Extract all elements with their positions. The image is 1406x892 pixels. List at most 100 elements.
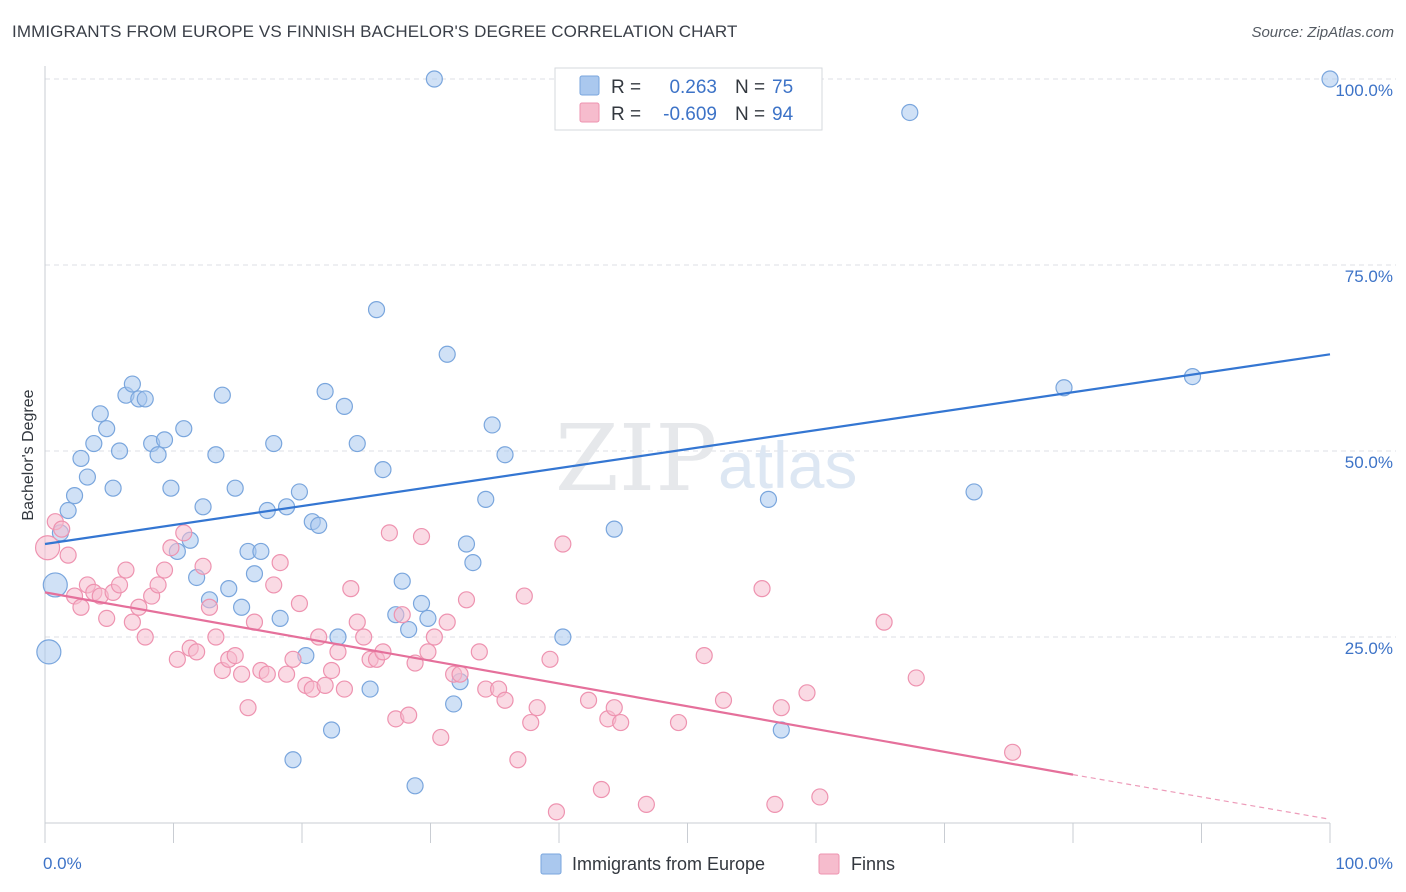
point-immigrants-from-europe [91, 405, 109, 423]
point-finns [200, 598, 219, 616]
point-finns [123, 613, 141, 631]
point-immigrants-from-europe [78, 468, 97, 486]
point-immigrants-from-europe [36, 639, 62, 665]
point-finns [425, 628, 443, 646]
point-immigrants-from-europe [406, 777, 424, 795]
point-finns [393, 606, 411, 624]
point-finns [284, 650, 302, 668]
point-immigrants-from-europe [136, 390, 154, 408]
tick-labels: 25.0% 50.0% 75.0% 100.0% 0.0% 100.0% [43, 81, 1393, 873]
trend-line-immigrants-from-europe [44, 353, 1331, 546]
point-immigrants-from-europe [207, 446, 225, 464]
y-tick-label: 100.0% [1335, 81, 1393, 100]
point-immigrants-from-europe [213, 386, 231, 404]
legend-n-label-pink: N = [735, 104, 765, 125]
point-finns [34, 535, 61, 561]
point-immigrants-from-europe [284, 751, 302, 769]
point-immigrants-from-europe [759, 490, 778, 508]
point-finns [233, 665, 251, 683]
series-legend-label-pink: Finns [851, 854, 895, 874]
point-immigrants-from-europe [265, 434, 283, 453]
legend-swatch-pink [579, 102, 600, 123]
legend-n-label-blue: N = [735, 77, 765, 98]
legend-r-label-pink: R = [611, 104, 641, 125]
point-immigrants-from-europe [554, 628, 572, 646]
point-finns [149, 576, 167, 594]
point-immigrants-from-europe [464, 553, 482, 572]
point-immigrants-from-europe [445, 695, 463, 713]
point-finns [335, 680, 354, 698]
legend-r-label-blue: R = [611, 77, 641, 98]
point-immigrants-from-europe [42, 572, 68, 598]
point-immigrants-from-europe [149, 446, 167, 464]
point-immigrants-from-europe [400, 620, 418, 639]
point-finns [522, 713, 540, 732]
x-tick-label: 0.0% [43, 854, 82, 873]
series-legend-swatch-pink [818, 853, 840, 875]
point-immigrants-from-europe [271, 609, 289, 628]
trend-lines [44, 353, 1331, 820]
point-immigrants-from-europe [110, 442, 129, 460]
point-finns [136, 628, 154, 646]
point-finns [432, 728, 450, 747]
point-finns [509, 751, 527, 769]
watermark-zip: ZIP [555, 405, 717, 512]
point-finns [1004, 743, 1022, 761]
point-finns [322, 661, 341, 680]
point-finns [155, 561, 174, 579]
point-finns [400, 706, 418, 724]
point-immigrants-from-europe [425, 70, 443, 88]
point-finns [316, 676, 334, 694]
trend-line-finns-extension [1072, 774, 1331, 820]
point-immigrants-from-europe [155, 431, 174, 449]
trend-line-finns [44, 591, 1074, 776]
point-immigrants-from-europe [98, 420, 116, 438]
point-finns [457, 591, 476, 609]
point-finns [380, 524, 398, 542]
point-immigrants-from-europe [59, 501, 77, 520]
x-tick-label: 100.0% [1335, 854, 1393, 873]
point-immigrants-from-europe [965, 483, 983, 501]
point-immigrants-from-europe [322, 721, 341, 739]
point-immigrants-from-europe [175, 420, 193, 438]
point-immigrants-from-europe [335, 397, 354, 415]
point-finns [412, 527, 431, 546]
axes [44, 66, 1331, 843]
point-finns [258, 665, 276, 683]
legend-n-value-blue: 75 [772, 77, 793, 98]
point-finns [110, 576, 129, 594]
point-finns [226, 646, 244, 665]
point-finns [271, 553, 289, 572]
y-axis-title: Bachelor's Degree [20, 389, 37, 520]
legend-n-value-pink: 94 [772, 104, 794, 125]
point-finns [669, 713, 688, 732]
point-finns [496, 691, 514, 709]
point-finns [612, 713, 630, 732]
point-immigrants-from-europe [483, 416, 501, 434]
source-credit: Source: ZipAtlas.com [1251, 24, 1394, 41]
point-finns [162, 539, 180, 557]
point-finns [766, 795, 784, 814]
point-finns [541, 650, 559, 668]
series-legend: Immigrants from Europe Finns [540, 853, 895, 875]
point-immigrants-from-europe [1055, 379, 1073, 397]
point-finns [53, 520, 71, 538]
point-finns [355, 628, 373, 646]
watermark: ZIP atlas [555, 405, 857, 512]
point-immigrants-from-europe [496, 446, 514, 464]
point-immigrants-from-europe [65, 487, 84, 505]
point-immigrants-from-europe [316, 382, 334, 401]
point-immigrants-from-europe [361, 680, 379, 698]
point-finns [277, 665, 296, 683]
point-finns [875, 613, 893, 631]
point-finns [239, 699, 257, 717]
point-finns [714, 691, 733, 709]
watermark-atlas: atlas [718, 428, 857, 502]
point-immigrants-from-europe [605, 520, 623, 538]
point-finns [554, 535, 572, 553]
point-immigrants-from-europe [348, 434, 366, 453]
point-immigrants-from-europe [290, 483, 309, 501]
point-finns [98, 609, 116, 628]
point-immigrants-from-europe [412, 594, 431, 613]
